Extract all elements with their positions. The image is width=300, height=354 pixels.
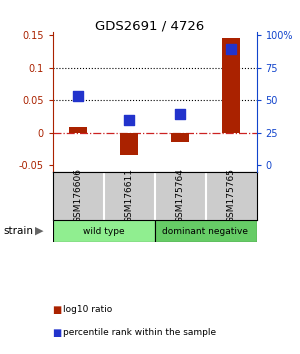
Text: strain: strain: [3, 226, 33, 236]
Text: log10 ratio: log10 ratio: [63, 305, 112, 314]
Text: GSM175764: GSM175764: [176, 168, 184, 223]
Text: dominant negative: dominant negative: [163, 227, 248, 236]
Bar: [52, 220, 154, 242]
Bar: [154, 220, 256, 242]
Text: ■: ■: [52, 328, 62, 338]
Text: GDS2691 / 4726: GDS2691 / 4726: [95, 19, 205, 33]
Point: [76, 93, 80, 98]
Text: ▶: ▶: [34, 226, 43, 236]
Text: GSM176611: GSM176611: [124, 168, 134, 223]
Text: ■: ■: [52, 305, 62, 315]
Point: [178, 112, 182, 117]
Point: [127, 117, 131, 122]
Point: [229, 47, 233, 52]
Text: GSM175765: GSM175765: [226, 168, 236, 223]
Text: GSM176606: GSM176606: [74, 168, 82, 223]
Bar: [120, 133, 138, 155]
Bar: [222, 38, 240, 133]
Text: percentile rank within the sample: percentile rank within the sample: [63, 328, 216, 337]
Bar: [69, 127, 87, 133]
Text: wild type: wild type: [83, 227, 124, 236]
Bar: [171, 133, 189, 142]
